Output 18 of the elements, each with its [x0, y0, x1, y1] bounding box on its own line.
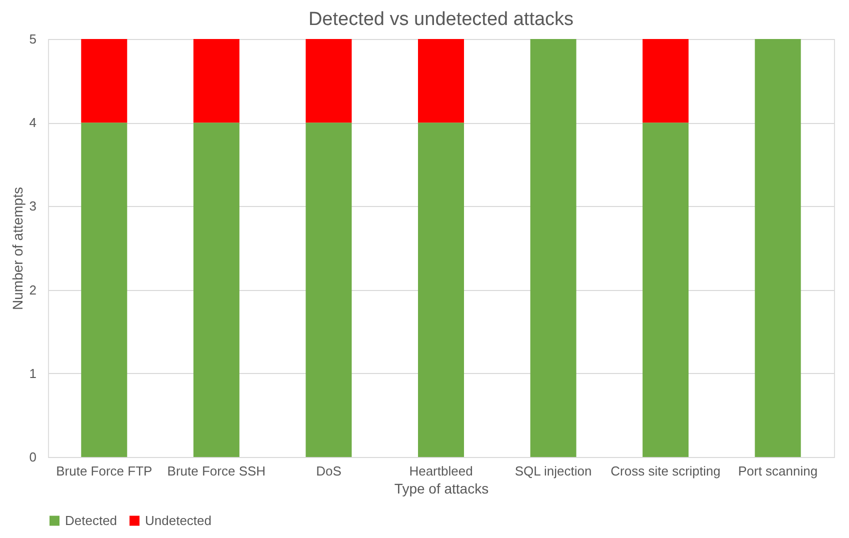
- chart-title: Detected vs undetected attacks: [308, 9, 574, 30]
- x-tick-label: Brute Force SSH: [167, 464, 266, 478]
- legend-label: Undetected: [145, 512, 212, 528]
- y-tick-label: 1: [29, 366, 36, 381]
- x-tick-label: SQL injection: [514, 464, 592, 478]
- legend-label: Detected: [65, 512, 118, 528]
- x-tick-label: Port scanning: [738, 464, 818, 478]
- y-tick-label: 2: [29, 282, 36, 298]
- x-tick-label: Heartbleed: [409, 464, 473, 478]
- y-tick-label: 0: [29, 450, 36, 464]
- x-tick-label: Cross site scripting: [610, 464, 720, 478]
- y-tick-label: 5: [29, 32, 36, 46]
- x-tick-label: DoS: [316, 464, 342, 478]
- y-tick-label: 3: [29, 198, 36, 214]
- x-axis-title: Type of attacks: [394, 480, 489, 496]
- y-axis-title: Number of attempts: [9, 187, 26, 310]
- x-tick-label: Brute Force FTP: [56, 464, 152, 478]
- y-tick-label: 4: [29, 115, 36, 130]
